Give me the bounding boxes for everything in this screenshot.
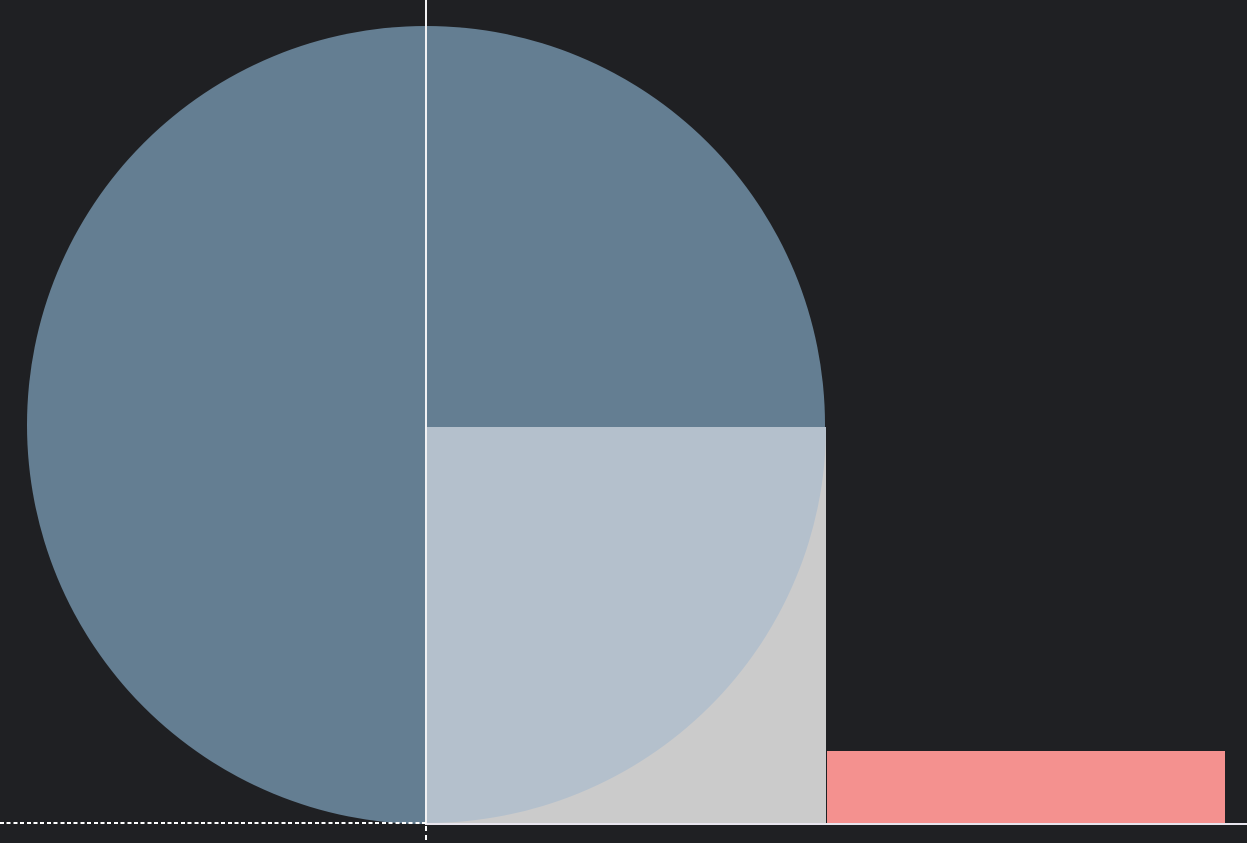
horizontal-dashed-guide-line <box>0 821 426 824</box>
pink-bar <box>827 751 1225 823</box>
vertical-guide-line <box>425 0 427 824</box>
vertical-dashed-guide-line <box>425 825 428 843</box>
baseline-line <box>425 822 1247 826</box>
